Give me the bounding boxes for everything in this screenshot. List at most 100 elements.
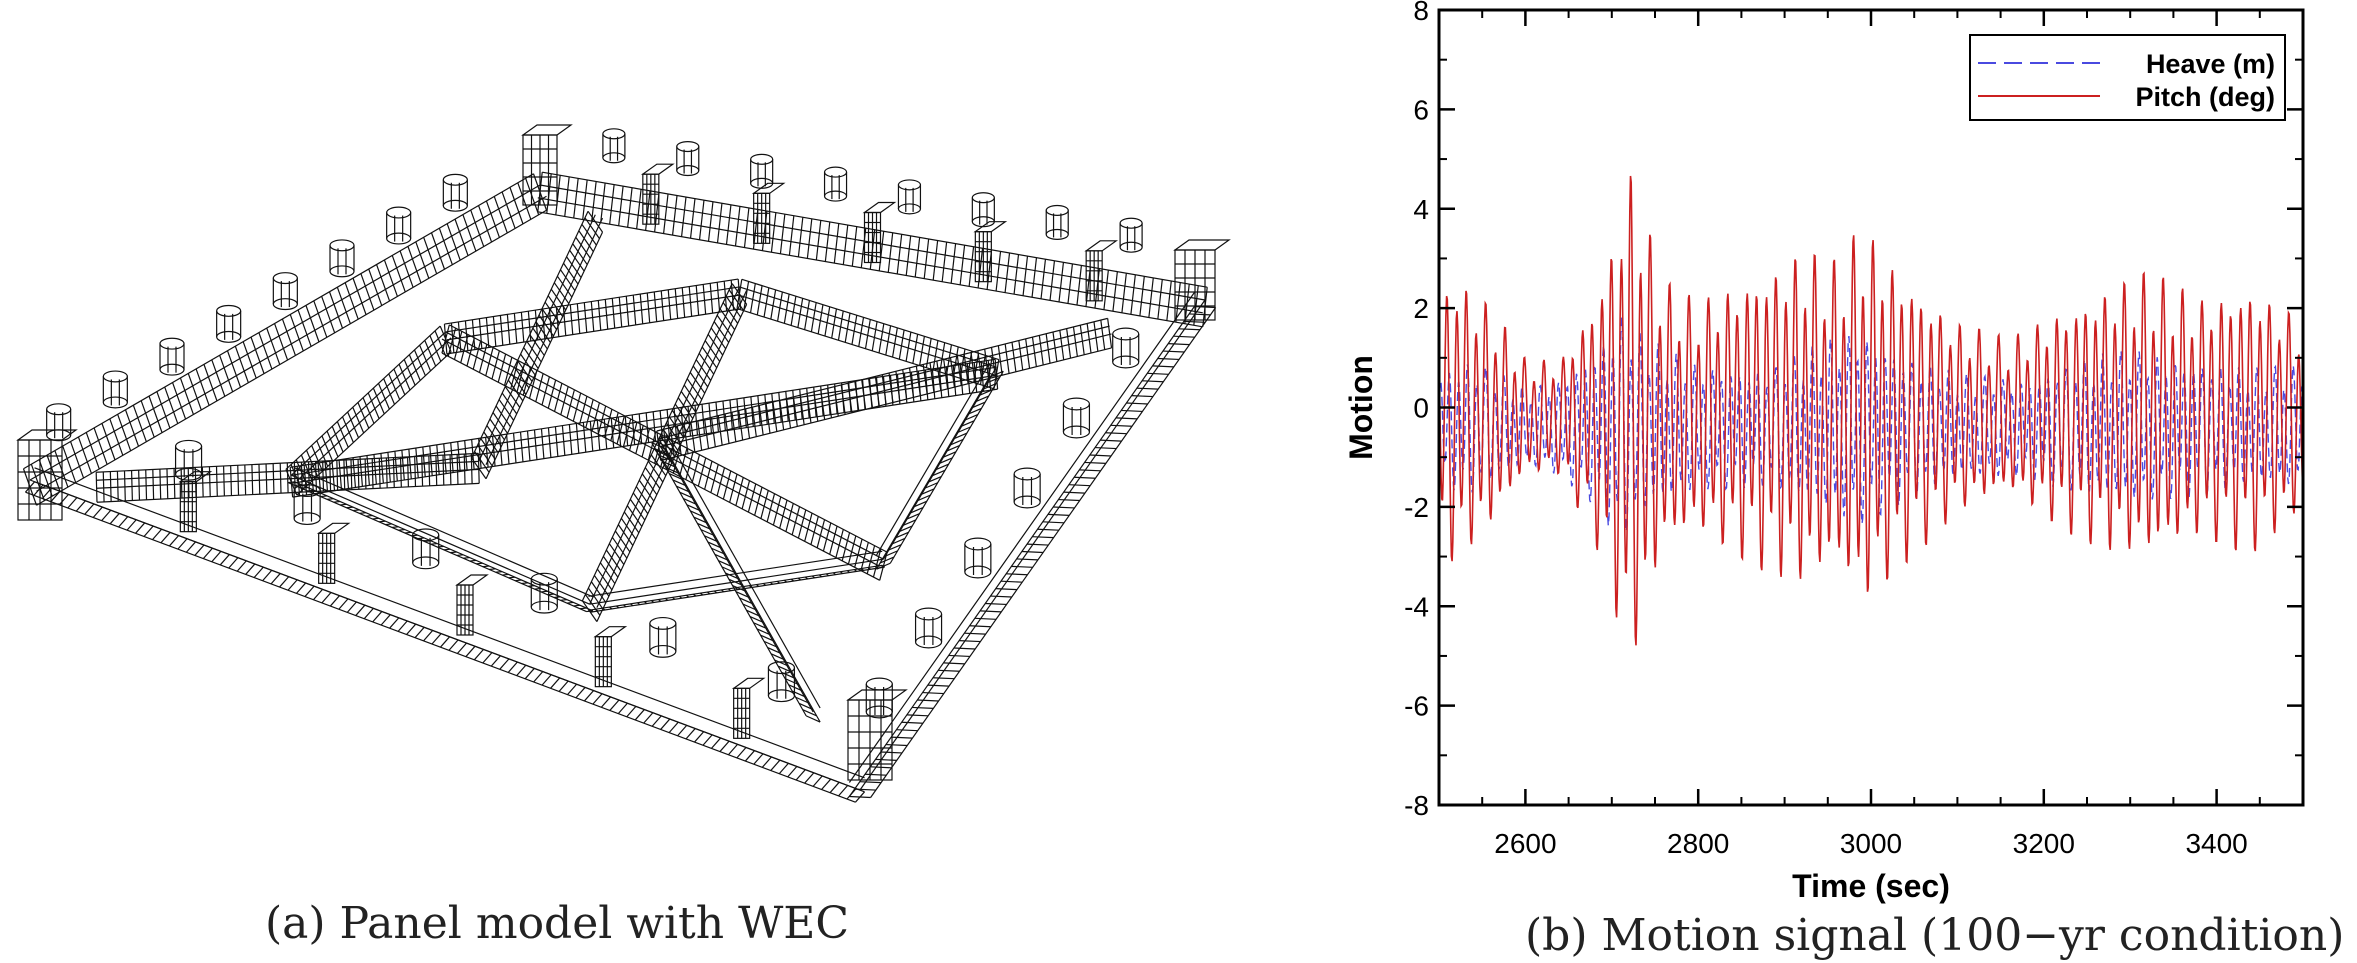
beam-rib <box>821 778 832 790</box>
beam-rib <box>1031 257 1038 298</box>
beam-edge <box>287 481 587 613</box>
beam-rib <box>746 609 761 618</box>
beam-edge <box>658 438 814 713</box>
beam-rib <box>656 430 662 461</box>
wec-cylinder <box>1112 327 1140 369</box>
beam-rib <box>788 215 795 256</box>
beam-rib <box>1110 424 1133 427</box>
beam-rib <box>376 264 391 302</box>
beam-edge <box>658 325 1110 440</box>
beam-rib <box>810 516 819 545</box>
beam-rib <box>637 602 641 606</box>
beam-rib <box>701 346 718 369</box>
beam-rib <box>471 319 476 350</box>
diagonal-beam <box>588 550 885 613</box>
beam-rib <box>352 277 367 315</box>
column-top <box>16 429 78 441</box>
beam-rib <box>626 505 643 527</box>
beam-rib <box>1066 328 1072 359</box>
beam-rib <box>885 325 892 356</box>
beam-rib <box>872 548 882 578</box>
beam-rib <box>362 397 375 424</box>
beam-rib <box>753 753 764 765</box>
beam-rib <box>797 577 802 581</box>
beam-rib <box>33 484 44 496</box>
beam-rib <box>336 460 339 491</box>
beam-rib <box>644 467 661 489</box>
beam-rib <box>646 292 651 323</box>
beam-rib <box>464 440 468 471</box>
beam-rib <box>963 414 979 422</box>
beam-rib <box>1072 326 1078 357</box>
y-tick-label: -6 <box>1404 691 1429 722</box>
wec-bottom <box>159 363 185 376</box>
beam-rib <box>866 545 876 574</box>
beam-rib <box>1166 280 1172 321</box>
beam-rib <box>949 357 956 388</box>
beam-rib <box>887 544 902 552</box>
beam-rib <box>1168 343 1190 346</box>
beam-rib <box>573 604 580 607</box>
beam-rib <box>234 346 249 383</box>
beam-rib <box>1058 262 1065 303</box>
beam-rib <box>498 399 515 421</box>
beam-rib <box>618 297 623 328</box>
beam-rib <box>783 579 788 583</box>
beam-rib <box>566 601 574 604</box>
beam-rib <box>760 634 775 642</box>
beam-rib <box>491 350 500 380</box>
beam-rib <box>716 467 726 497</box>
beam-rib <box>473 649 484 661</box>
beam-rib <box>355 604 366 616</box>
beam-rib <box>788 684 803 692</box>
beam-rib <box>874 376 880 406</box>
beam-rib <box>611 536 628 559</box>
beam-rib <box>1045 333 1051 364</box>
beam-rib <box>824 221 831 262</box>
beam-rib <box>326 430 339 458</box>
beam-rib <box>1162 350 1185 353</box>
beam-rib <box>226 350 242 388</box>
beam-rib <box>1031 337 1037 367</box>
beam-rib <box>600 696 611 708</box>
beam-rib <box>478 318 483 349</box>
wec-bottom <box>530 600 558 614</box>
beam-rib <box>489 418 505 441</box>
beam-rib <box>1021 550 1044 554</box>
beam-rib <box>359 456 364 487</box>
beam-rib <box>383 378 396 405</box>
beam-rib <box>665 466 680 475</box>
beam-rib <box>693 516 709 524</box>
wec-cylinder <box>293 484 321 526</box>
wec-bottom <box>914 635 943 649</box>
beam-rib <box>585 399 594 428</box>
beam-rib <box>1175 282 1181 323</box>
beam-rib <box>592 693 603 705</box>
beam-rib <box>770 212 777 253</box>
strut-column <box>455 574 489 636</box>
column-top <box>593 626 628 638</box>
beam-rib <box>346 506 353 509</box>
beam-rib <box>399 250 414 288</box>
beam-rib <box>1121 273 1127 313</box>
beam-rib <box>466 337 475 367</box>
beam-rib <box>772 496 782 526</box>
beam-rib <box>109 471 112 502</box>
wec-cylinder <box>649 616 677 658</box>
beam-rib <box>547 379 557 409</box>
y-tick-label: 6 <box>1413 94 1429 125</box>
beam-rib <box>561 425 566 456</box>
beam-rib <box>842 224 849 265</box>
beam-rib <box>964 632 986 635</box>
beam-edge <box>294 481 594 612</box>
beam-rib <box>388 373 401 400</box>
beam-rib <box>922 364 928 395</box>
beam-rib <box>300 462 303 493</box>
beam-rib <box>109 513 120 525</box>
strut-column <box>316 522 351 584</box>
beam-rib <box>924 369 929 400</box>
beam-rib <box>665 422 682 445</box>
beam-rib <box>211 551 222 563</box>
beam-rib <box>864 319 871 349</box>
wec-top <box>971 192 995 204</box>
